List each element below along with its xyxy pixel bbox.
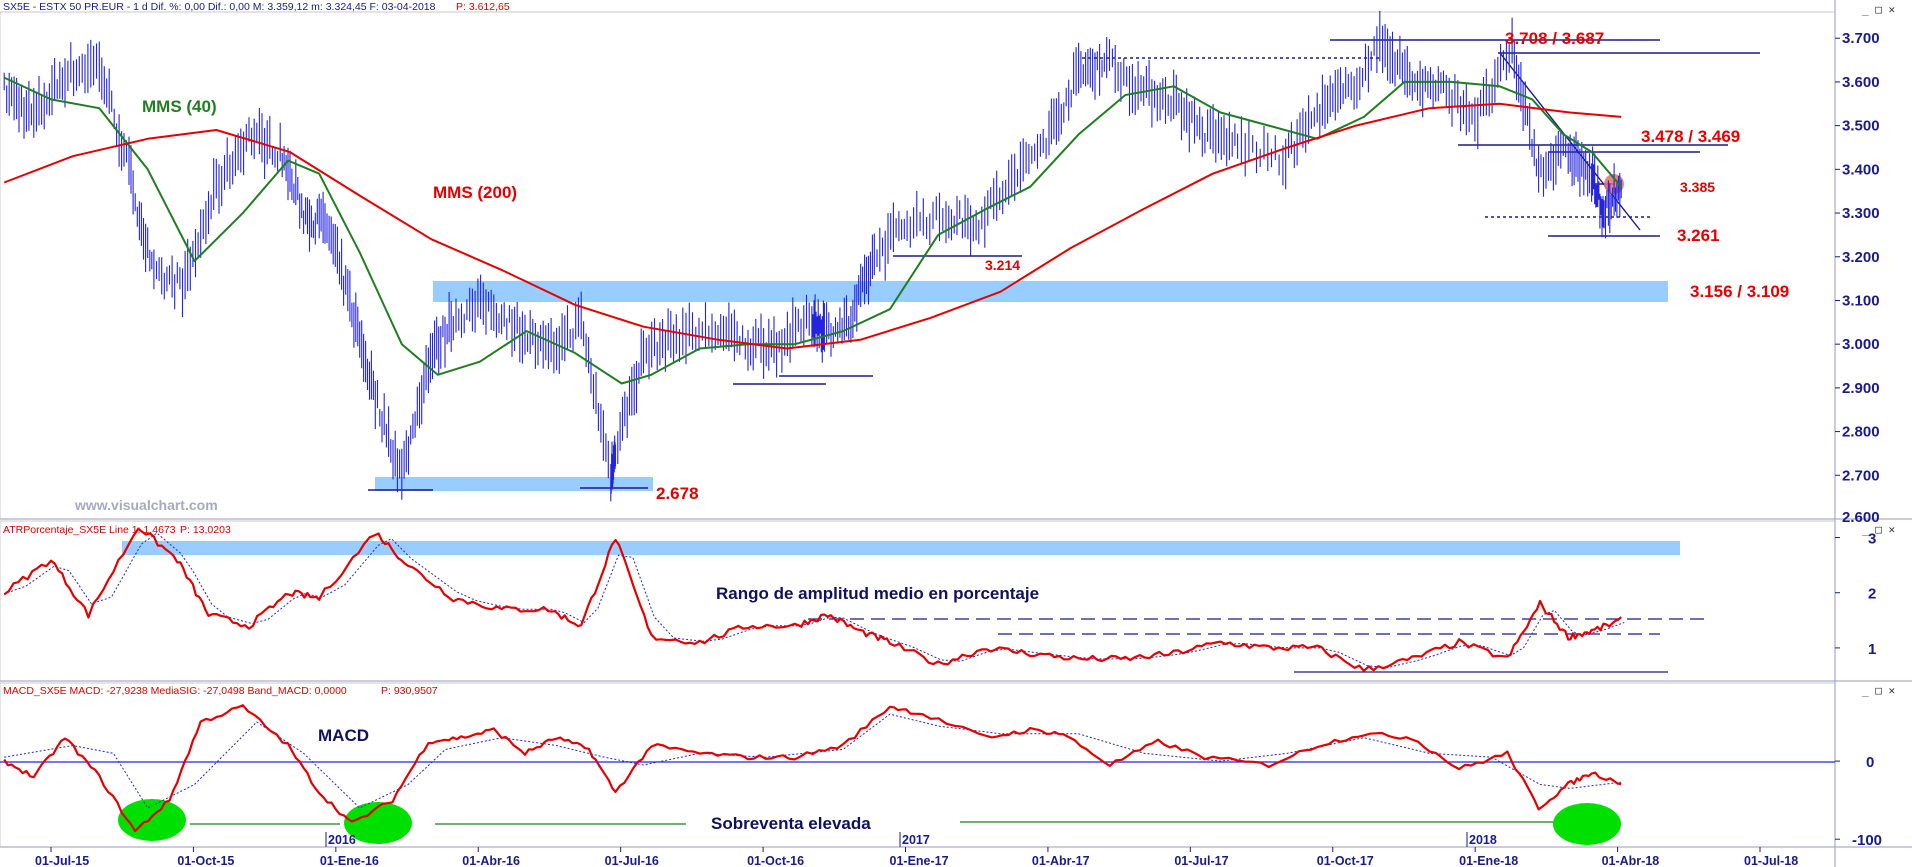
xtick-label: 01-Ene-16 <box>320 854 379 867</box>
atr-panel-window-buttons[interactable]: _ □ ✕ <box>1862 523 1895 536</box>
price-ytick-label: 2.700 <box>1842 467 1880 484</box>
atr-ytick-label: 1 <box>1868 641 1876 658</box>
macd-oversold-label: Sobreventa elevada <box>711 814 871 833</box>
xtick-label: 01-Jul-17 <box>1174 854 1228 867</box>
xtick-label: 01-Ene-17 <box>890 854 949 867</box>
macd-ytick-label: 0 <box>1866 754 1874 771</box>
label-3214: 3.214 <box>985 257 1020 273</box>
price-ytick-label: 3.300 <box>1842 205 1880 222</box>
atr-high-zone <box>122 541 1680 555</box>
price-ytick-label: 3.000 <box>1842 336 1880 353</box>
mms-40-line <box>3 76 1622 385</box>
atr-level-lines <box>808 618 1705 673</box>
support-zone-3156-3109 <box>433 281 1668 302</box>
atr-panel-header-extra: P: 13,0203 <box>180 524 231 536</box>
atr-panel-title: Rango de amplitud medio en porcentaje <box>716 584 1039 603</box>
label-mms-40: MMS (40) <box>142 97 217 116</box>
label-3478-3469: 3.478 / 3.469 <box>1641 127 1740 146</box>
label-3261: 3.261 <box>1677 226 1720 245</box>
axis-layer: 2.700 2.800 2.900 3.000 3.100 3.200 3.300 3.400… <box>35 30 1882 867</box>
price-ytick-label: 3.500 <box>1842 118 1880 135</box>
price-bars-path <box>3 11 1622 502</box>
atr-ytick-label: 3 <box>1868 531 1876 548</box>
macd-series-layer <box>3 704 1622 833</box>
price-panel-header: SX5E - ESTX 50 PR.EUR - 1 d Dif. %: 0,00… <box>3 1 436 13</box>
xtick-label: 01-Jul-15 <box>35 854 89 867</box>
price-ytick-label: 3.200 <box>1842 249 1880 266</box>
price-ytick-label: 3.100 <box>1842 292 1880 309</box>
price-ytick-label: 3.600 <box>1842 74 1880 91</box>
label-mms-200: MMS (200) <box>433 183 517 202</box>
xtick-label: 01-Oct-17 <box>1317 854 1374 867</box>
price-ytick-label: 3.400 <box>1842 161 1880 178</box>
price-ytick-label: 2.800 <box>1842 424 1880 441</box>
oversold-ellipse-2018 <box>1553 803 1621 845</box>
price-series-layer <box>3 11 1622 502</box>
atr-series-layer <box>3 527 1625 672</box>
macd-overlays <box>0 761 1835 847</box>
atr-ytick-label: 2 <box>1868 586 1876 603</box>
atr-signal-line <box>7 532 1625 669</box>
atr-line <box>3 527 1622 672</box>
macd-panel-header-extra: P: 930,9507 <box>381 685 438 697</box>
price-panel-header-extra: P: 3.612,65 <box>456 1 510 13</box>
xtick-label: 01-Oct-16 <box>747 854 804 867</box>
macd-panel-header: MACD_SX5E MACD: -27,9238 MediaSIG: -27,0… <box>3 685 347 697</box>
macd-line <box>3 704 1622 833</box>
xtick-label: 01-Jul-16 <box>605 854 659 867</box>
xtick-label: 01-Abr-18 <box>1602 854 1660 867</box>
mms-200-line <box>3 102 1622 350</box>
price-ytick-label-partial: 2.600 <box>1842 509 1880 526</box>
year-label: 2016 <box>328 833 356 847</box>
price-bars-sx5e <box>3 11 1622 502</box>
xtick-label: 01-Abr-17 <box>1032 854 1090 867</box>
label-3156-3109: 3.156 / 3.109 <box>1690 282 1789 301</box>
xtick-label: 01-Ene-18 <box>1459 854 1518 867</box>
label-3708-3687: 3.708 / 3.687 <box>1505 29 1604 48</box>
macd-ytick-label: -100 <box>1852 832 1882 849</box>
price-ytick-label: 3.700 <box>1842 30 1880 47</box>
xtick-label: 01-Abr-16 <box>462 854 520 867</box>
label-2678: 2.678 <box>656 484 699 503</box>
price-ytick-label: 2.900 <box>1842 380 1880 397</box>
price-panel-window-buttons[interactable]: _ □ ✕ <box>1862 3 1895 16</box>
macd-panel-window-buttons[interactable]: _ □ ✕ <box>1862 684 1895 697</box>
year-label: 2017 <box>902 833 930 847</box>
watermark: www.visualchart.com <box>74 497 218 513</box>
label-3385: 3.385 <box>1680 179 1715 195</box>
macd-panel-title: MACD <box>318 726 369 745</box>
xtick-label: 01-Oct-15 <box>177 854 234 867</box>
year-label: 2018 <box>1469 833 1497 847</box>
atr-panel-header: ATRPorcentaje_SX5E Line 1: 1,4673 <box>3 524 176 536</box>
xtick-label: 01-Jul-18 <box>1744 854 1798 867</box>
oversold-ellipse-2016 <box>344 802 412 844</box>
